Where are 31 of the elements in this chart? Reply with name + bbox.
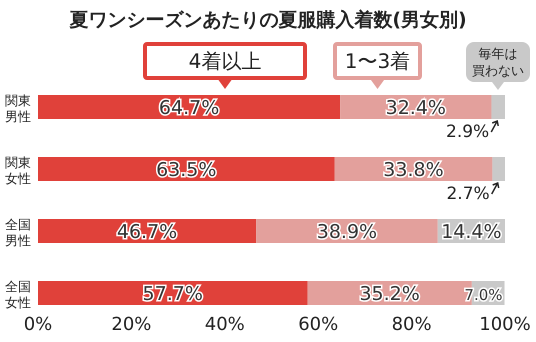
data-label: 7.0% bbox=[464, 286, 503, 304]
x-tick-label: 20% bbox=[111, 314, 152, 335]
data-label: 63.5% bbox=[156, 159, 216, 181]
x-tick-label: 40% bbox=[204, 314, 245, 335]
legend-item: 毎年は買わない bbox=[466, 42, 530, 90]
data-label: 38.9% bbox=[316, 221, 378, 243]
category: 関東男性 bbox=[5, 94, 31, 125]
legend-item: 1〜3着 bbox=[333, 42, 422, 89]
legend-item: 4着以上 bbox=[143, 42, 307, 89]
data-label: 33.8% bbox=[383, 159, 444, 181]
series-label: 1〜3着 bbox=[344, 49, 410, 73]
category: 関東女性 bbox=[5, 156, 31, 187]
data-label: 14.4% bbox=[441, 221, 502, 243]
category: 全国女性 bbox=[5, 280, 31, 311]
x-tick-label: 80% bbox=[392, 314, 432, 335]
data-label: 57.7% bbox=[142, 283, 203, 305]
x-tick-label: 100% bbox=[479, 314, 531, 335]
data-label: 32.4% bbox=[386, 97, 446, 119]
bar bbox=[491, 95, 505, 119]
data-label: 64.7% bbox=[158, 97, 220, 119]
series-label: 毎年は買わない bbox=[472, 47, 524, 79]
data-label: 2.7% bbox=[446, 184, 490, 204]
x-tick-label: 60% bbox=[298, 314, 338, 335]
data-label: 46.7% bbox=[116, 221, 178, 243]
data-label: 2.9% bbox=[446, 122, 490, 142]
chart-title: 夏ワンシーズンあたりの夏服購入着数(男女別) bbox=[68, 9, 467, 31]
x-tick-label: 0% bbox=[24, 314, 52, 335]
data-label: 35.2% bbox=[359, 283, 420, 305]
category: 全国男性 bbox=[5, 218, 31, 249]
series-label: 4着以上 bbox=[188, 49, 262, 73]
bar bbox=[492, 157, 505, 181]
